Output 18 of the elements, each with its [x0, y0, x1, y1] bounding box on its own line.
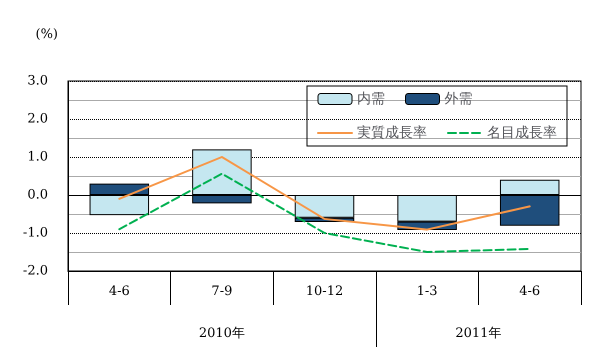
y-axis-title: (%)	[36, 27, 58, 42]
y-tick-label: 3.0	[27, 74, 48, 88]
x-tick-label: 4-6	[108, 284, 130, 299]
legend-label: 内需	[357, 91, 385, 107]
legend-label: 外需	[444, 91, 472, 107]
x-tick-label: 7-9	[211, 284, 232, 299]
y-tick-label: 2.0	[27, 112, 48, 126]
legend-label: 実質成長率	[357, 125, 427, 141]
x-tick-label: 4-6	[519, 284, 540, 299]
y-tick-label: -1.0	[22, 226, 48, 240]
x-tick-label: 10-12	[306, 284, 344, 299]
y-tick-label: 1.0	[27, 150, 48, 164]
text: 2011年	[455, 326, 502, 341]
y-tick-label: -2.0	[22, 264, 48, 278]
x-tick-label: 1-3	[416, 284, 438, 299]
y-tick-label: 0.0	[27, 188, 48, 202]
text: 2010年	[198, 326, 245, 341]
legend-label: 名目成長率	[487, 125, 557, 141]
